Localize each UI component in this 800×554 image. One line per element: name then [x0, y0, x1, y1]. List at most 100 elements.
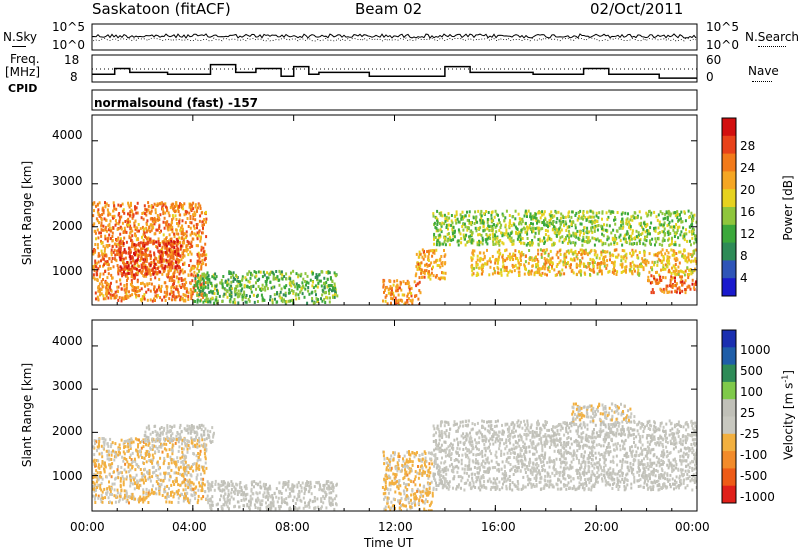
velocity-cell	[117, 446, 120, 450]
power-cell	[581, 256, 584, 260]
power-cell	[265, 282, 268, 286]
power-cell	[409, 299, 412, 303]
power-cell	[530, 269, 533, 273]
power-cell	[181, 227, 184, 231]
velocity-cell	[195, 436, 197, 440]
power-cell	[269, 280, 272, 284]
power-cell	[117, 272, 120, 276]
velocity-cell	[183, 439, 186, 443]
power-cell	[613, 272, 616, 276]
power-cell	[108, 243, 111, 247]
velocity-cell	[189, 484, 192, 488]
power-cell	[140, 257, 143, 261]
power-cell	[551, 261, 554, 265]
power-cell	[140, 265, 143, 269]
power-cell	[120, 215, 123, 219]
power-cell	[695, 262, 697, 266]
power-cell	[454, 229, 456, 233]
power-cell	[583, 226, 586, 230]
power-cell	[613, 263, 616, 267]
power-cell	[119, 282, 122, 286]
power-cell	[153, 232, 156, 236]
velocity-cell	[195, 477, 198, 481]
velocity-cell	[161, 430, 164, 434]
power-cell	[533, 215, 536, 219]
power-cell	[448, 243, 451, 247]
power-cell	[400, 281, 402, 285]
power-cell	[648, 209, 651, 213]
power-cell	[503, 219, 506, 223]
power-cell	[677, 270, 680, 273]
power-cell	[185, 287, 188, 291]
power-cell	[492, 239, 495, 243]
power-cell	[199, 207, 202, 210]
power-cell	[103, 252, 106, 256]
power-cell	[558, 239, 561, 243]
power-cell	[579, 209, 582, 213]
power-cell	[213, 284, 216, 288]
velocity-cell	[203, 438, 206, 442]
power-cell	[417, 262, 420, 266]
velocity-cell	[116, 491, 119, 495]
power-cell	[171, 230, 174, 234]
velocity-cell	[109, 445, 112, 449]
power-cell	[105, 229, 108, 233]
velocity-cell	[124, 493, 126, 497]
power-cell	[148, 262, 151, 266]
power-cell	[545, 248, 548, 252]
power-cell	[633, 269, 636, 273]
power-cell	[547, 260, 550, 264]
power-cell	[175, 260, 178, 264]
power-cell	[152, 241, 155, 245]
power-cell	[232, 276, 235, 280]
power-cell	[480, 257, 483, 261]
power-cell	[149, 257, 152, 260]
power-cell	[175, 287, 177, 291]
power-cell	[184, 210, 187, 214]
power-cell	[584, 248, 587, 252]
power-cell	[102, 285, 105, 289]
power-cell	[434, 225, 437, 229]
power-cell	[100, 228, 103, 232]
power-cell	[266, 271, 269, 275]
power-cell	[551, 243, 554, 247]
power-cell	[185, 247, 188, 251]
velocity-cell	[169, 474, 172, 478]
power-cell	[211, 291, 214, 295]
velocity-cell	[194, 486, 197, 490]
power-cell	[244, 296, 247, 300]
power-cell	[558, 261, 561, 265]
velocity-cell	[167, 472, 170, 476]
velocity-cell	[113, 455, 116, 459]
velocity-cell	[179, 456, 182, 460]
velocity-cell	[158, 440, 161, 444]
power-cell	[308, 292, 311, 296]
power-cell	[619, 239, 622, 242]
power-cell	[484, 228, 486, 232]
power-cell	[180, 226, 182, 230]
power-cell	[421, 275, 424, 279]
velocity-cell	[99, 483, 102, 487]
power-cell	[496, 250, 499, 254]
power-cell	[498, 229, 501, 232]
velocity-cell	[142, 462, 145, 465]
velocity-cell	[204, 490, 207, 494]
power-cell	[105, 218, 108, 222]
power-cell	[682, 270, 685, 274]
power-cell	[492, 237, 495, 241]
power-cell	[638, 239, 641, 243]
power-cell	[137, 264, 140, 268]
velocity-cell	[148, 427, 151, 431]
velocity-cell	[176, 456, 179, 460]
power-cell	[601, 211, 604, 215]
power-cell	[196, 284, 199, 287]
power-cell	[300, 287, 303, 291]
power-cell	[638, 251, 641, 254]
power-cell	[682, 254, 685, 258]
velocity-cell	[170, 434, 173, 438]
power-cell	[516, 266, 519, 270]
power-cell	[616, 211, 619, 214]
power-cell	[559, 216, 562, 220]
power-cell	[143, 260, 146, 264]
velocity-cell	[181, 438, 184, 442]
